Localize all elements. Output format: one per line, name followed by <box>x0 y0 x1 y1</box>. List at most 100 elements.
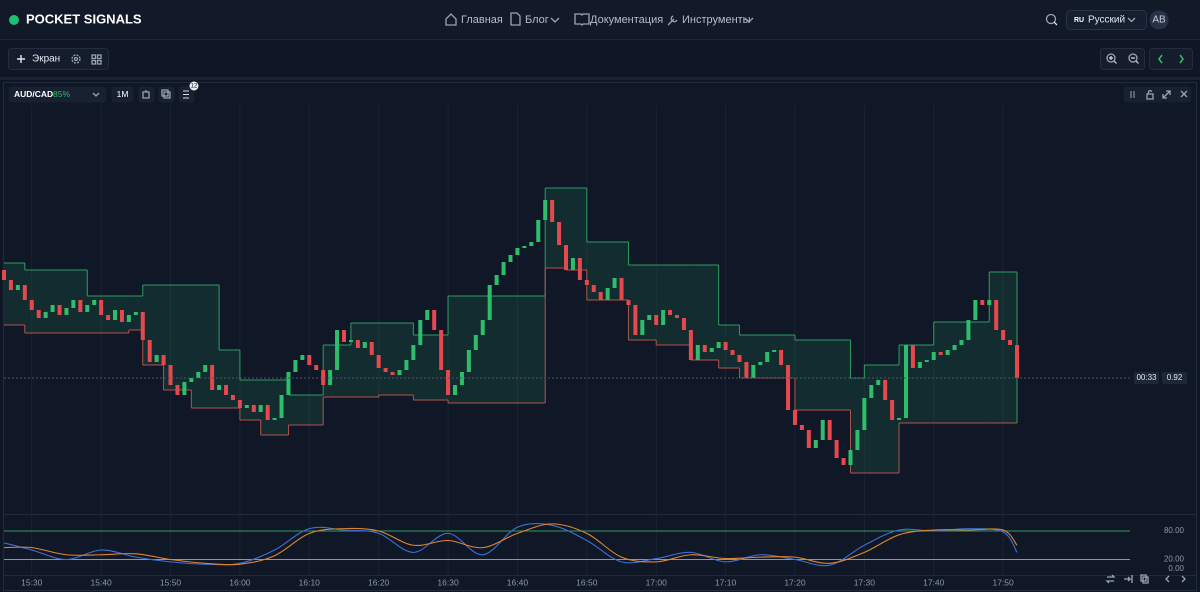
candle <box>987 300 992 305</box>
band-area <box>239 380 261 420</box>
avatar-initials: AB <box>1152 15 1166 26</box>
candle <box>508 255 513 262</box>
symbol-select[interactable] <box>8 86 107 103</box>
candle <box>348 340 353 342</box>
candle <box>154 355 159 362</box>
band-area <box>989 272 1017 423</box>
drag-icon[interactable] <box>1130 91 1135 98</box>
search-icon[interactable] <box>1045 13 1057 25</box>
candle <box>189 378 194 382</box>
candle <box>605 288 610 300</box>
chart-type-button[interactable] <box>138 86 155 103</box>
candle <box>681 318 686 330</box>
expand-icon[interactable] <box>1162 90 1171 99</box>
candle <box>369 342 374 355</box>
nav-item[interactable]: Главная <box>461 14 503 26</box>
logo[interactable] <box>9 15 19 25</box>
oscillator-line <box>3 523 1018 566</box>
candle <box>834 440 839 458</box>
zoom-in[interactable] <box>1106 53 1116 63</box>
candle <box>792 410 797 425</box>
candle <box>251 405 256 412</box>
candle <box>1008 340 1013 345</box>
candle <box>425 310 430 320</box>
scroll-right[interactable] <box>1181 575 1186 583</box>
add-icon[interactable] <box>17 55 25 63</box>
oscillator-line <box>3 523 1018 567</box>
scroll-end-icon[interactable] <box>1124 575 1133 583</box>
swap-icon[interactable] <box>1105 574 1116 584</box>
x-tick-label: 17:10 <box>715 577 737 587</box>
candle <box>432 310 437 330</box>
candle <box>515 248 520 255</box>
lang-select[interactable] <box>1066 10 1147 30</box>
chart-type-icon <box>142 90 150 99</box>
candle <box>293 360 298 372</box>
tools-icon <box>667 15 678 26</box>
band-area <box>566 188 587 270</box>
close-icon[interactable] <box>1180 90 1188 98</box>
candle <box>168 365 173 385</box>
nav-item[interactable]: Блог <box>525 14 549 26</box>
candle <box>244 405 249 408</box>
next-arrow[interactable] <box>1179 54 1184 64</box>
nav-item[interactable]: Документация <box>590 14 663 26</box>
chevron <box>744 17 754 23</box>
copy-icon[interactable] <box>1140 574 1149 584</box>
band-area <box>718 325 740 368</box>
candle <box>147 340 152 362</box>
candle <box>758 362 763 365</box>
candle <box>92 300 97 305</box>
candle <box>501 262 506 275</box>
candle <box>106 315 111 320</box>
candle <box>862 398 867 430</box>
lock-icon[interactable] <box>1146 89 1154 100</box>
blog-icon <box>510 12 521 26</box>
candle <box>411 345 416 360</box>
chevron <box>92 92 100 97</box>
scroll-left[interactable] <box>1165 575 1170 583</box>
candle <box>744 362 749 378</box>
candle <box>355 340 360 348</box>
candle <box>813 440 818 448</box>
x-tick-label: 16:40 <box>507 577 529 587</box>
timeframe: 1M <box>117 89 129 99</box>
header-right: RU Русский AB <box>1045 10 1169 30</box>
candle <box>182 382 187 395</box>
countdown-box <box>1134 372 1159 384</box>
candle <box>577 258 582 280</box>
candle <box>439 330 444 370</box>
timeframe-button[interactable] <box>111 86 134 103</box>
brand[interactable]: POCKET SIGNALS <box>26 11 142 26</box>
bottom-controls <box>1105 574 1186 584</box>
chevron <box>550 17 560 23</box>
candle <box>307 355 312 365</box>
x-tick-label: 15:50 <box>160 577 182 587</box>
lang-name: Русский <box>1088 15 1125 26</box>
settings-icon-core <box>73 56 79 62</box>
candle <box>827 420 832 440</box>
avatar[interactable] <box>1149 10 1169 30</box>
candle <box>452 385 457 395</box>
screen-button[interactable]: Экран <box>32 54 60 65</box>
candle <box>113 310 118 320</box>
candle <box>917 362 922 368</box>
candle <box>584 280 589 285</box>
x-tick-label: 17:00 <box>646 577 668 587</box>
candle <box>675 315 680 318</box>
nav-item[interactable]: Инструменты <box>682 14 751 26</box>
prev-arrow[interactable] <box>1158 54 1163 64</box>
x-tick-label: 16:20 <box>368 577 390 587</box>
compare-icon <box>161 89 171 99</box>
payout: 85% <box>53 89 70 99</box>
band-area <box>163 285 192 390</box>
layout-icon[interactable] <box>91 54 102 65</box>
badge-count: 12 <box>191 84 198 90</box>
candle <box>230 395 235 400</box>
compare-button[interactable] <box>158 86 175 103</box>
settings-icon[interactable] <box>71 54 81 64</box>
candle <box>876 380 881 385</box>
zoom-out[interactable] <box>1128 53 1138 63</box>
docs-icon <box>574 13 590 26</box>
candle <box>397 370 402 375</box>
